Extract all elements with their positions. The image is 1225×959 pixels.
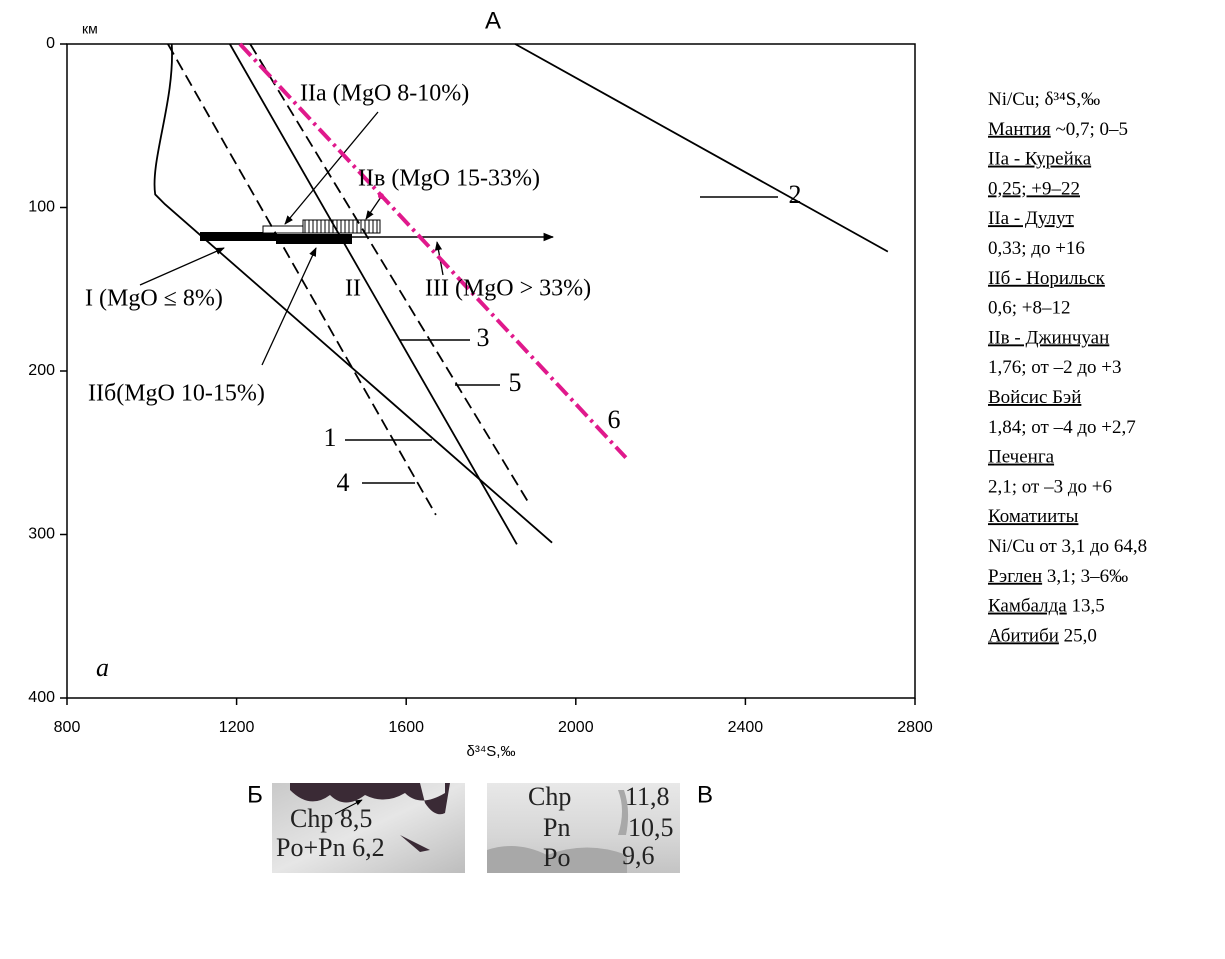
photo-label: В: [697, 781, 713, 808]
note-line: Мантия ~0,7; 0–5: [988, 119, 1128, 140]
x-tick-label: 1200: [219, 719, 255, 736]
note-line: Коматииты: [988, 507, 1079, 528]
photo-text: 10,5: [628, 813, 674, 842]
note-segment: 0,25; +9–22: [988, 179, 1080, 200]
note-segment: Ni/Cu; δ³⁴S,‰: [988, 89, 1100, 110]
series-label: 6: [608, 405, 621, 434]
annotation: III (MgO > 33%): [425, 276, 591, 302]
note-line: Рэглен 3,1; 3–6‰: [988, 566, 1128, 587]
arrow: [262, 248, 316, 365]
note-line: IIa - Дулут: [988, 209, 1075, 230]
series-line: [515, 44, 888, 252]
note-line: IIв - Джинчуан: [988, 328, 1109, 349]
x-tick-label: 2800: [897, 719, 933, 736]
note-segment: ~0,7; 0–5: [1051, 119, 1128, 140]
note-segment: Рэглен: [988, 566, 1042, 587]
note-line: IIб - Норильск: [988, 268, 1106, 289]
note-segment: IIa - Дулут: [988, 209, 1075, 230]
range-box-hatched: [303, 220, 380, 233]
y-tick-label: 400: [28, 689, 55, 706]
series-label: 2: [789, 180, 802, 209]
note-segment: Коматииты: [988, 507, 1079, 528]
arrow: [140, 248, 224, 285]
annotation: IIa (MgO 8-10%): [300, 81, 469, 107]
note-segment: IIб - Норильск: [988, 268, 1106, 289]
annotation: I (MgO ≤ 8%): [85, 286, 223, 312]
x-tick-label: 2400: [728, 719, 764, 736]
chart-title: А: [485, 7, 501, 34]
note-line: 0,25; +9–22: [988, 179, 1080, 200]
annotation: IIб(MgO 10-15%): [88, 381, 265, 407]
note-segment: 0,6; +8–12: [988, 298, 1071, 319]
y-tick-label: 0: [46, 35, 55, 52]
note-segment: 1,84; от –4 до +2,7: [988, 417, 1136, 438]
y-tick-label: 200: [28, 362, 55, 379]
note-segment: Камбалда: [988, 596, 1067, 617]
range-box: [263, 226, 303, 233]
note-segment: 13,5: [1067, 596, 1105, 617]
figure: А км δ³⁴S,‰ а Б В 8001200160020002400280…: [0, 0, 1225, 959]
series-label: 4: [337, 468, 350, 497]
photo-text: Pn: [543, 813, 570, 842]
note-line: 1,84; от –4 до +2,7: [988, 417, 1136, 438]
y-tick-label: 100: [28, 199, 55, 216]
note-segment: Войсис Бэй: [988, 387, 1081, 408]
note-line: 0,33; до +16: [988, 238, 1085, 259]
x-tick-label: 800: [54, 719, 81, 736]
note-segment: 0,33; до +16: [988, 238, 1085, 259]
note-line: 2,1; от –3 до +6: [988, 477, 1112, 498]
series-line: [168, 44, 436, 515]
photo-text: Chp: [528, 782, 571, 811]
photo-text: 9,6: [622, 841, 655, 870]
note-segment: Ni/Cu от 3,1 до 64,8: [988, 536, 1147, 557]
note-segment: IIa - Курейка: [988, 149, 1092, 170]
note-segment: IIв - Джинчуан: [988, 328, 1109, 349]
series-label: 1: [324, 423, 337, 452]
annotation: II: [345, 276, 361, 302]
series-label: 5: [509, 368, 522, 397]
note-segment: 25,0: [1059, 626, 1097, 647]
series-label: 3: [477, 323, 490, 352]
arrow: [366, 197, 381, 219]
note-line: 1,76; от –2 до +3: [988, 358, 1121, 379]
note-line: Абитиби 25,0: [988, 626, 1097, 647]
note-segment: 3,1; 3–6‰: [1042, 566, 1128, 587]
note-line: Ni/Cu; δ³⁴S,‰: [988, 89, 1100, 110]
x-tick-label: 1600: [388, 719, 424, 736]
note-line: Ni/Cu от 3,1 до 64,8: [988, 536, 1147, 557]
note-segment: 1,76; от –2 до +3: [988, 358, 1121, 379]
note-segment: Печенга: [988, 447, 1055, 468]
photo-text: Chp 8,5: [290, 804, 372, 833]
note-line: Войсис Бэй: [988, 387, 1081, 408]
x-axis-label: δ³⁴S,‰: [467, 743, 516, 760]
photo-text: 11,8: [625, 782, 670, 811]
photo-label: Б: [247, 781, 263, 808]
note-segment: Мантия: [988, 119, 1051, 140]
note-line: Камбалда 13,5: [988, 596, 1105, 617]
note-line: Печенга: [988, 447, 1055, 468]
note-line: IIa - Курейка: [988, 149, 1092, 170]
y-tick-label: 300: [28, 526, 55, 543]
annotation: IIв (MgO 15-33%): [358, 166, 540, 192]
plot-frame: [67, 44, 915, 698]
photo-text: Po: [543, 843, 570, 872]
note-segment: Абитиби: [988, 626, 1059, 647]
panel-label: а: [96, 653, 109, 682]
x-tick-label: 2000: [558, 719, 594, 736]
photo-text: Po+Pn 6,2: [276, 833, 385, 862]
y-axis-label: км: [82, 21, 98, 37]
note-segment: 2,1; от –3 до +6: [988, 477, 1112, 498]
note-line: 0,6; +8–12: [988, 298, 1071, 319]
